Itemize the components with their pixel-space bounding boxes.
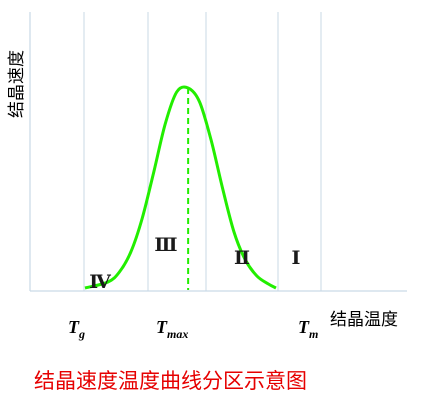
x-tick-label-3: Tm bbox=[298, 317, 318, 341]
region-label-4: Ⅰ bbox=[292, 247, 301, 269]
x-axis-label: 结晶温度 bbox=[330, 310, 398, 330]
y-axis-label: 结晶速度 bbox=[7, 50, 27, 118]
region-label-3: Ⅱ bbox=[234, 247, 250, 269]
region-labels: Ⅳ Ⅲ Ⅱ Ⅰ bbox=[89, 234, 300, 293]
chart-title: 结晶速度温度曲线分区示意图 bbox=[34, 369, 307, 393]
region-label-2: Ⅲ bbox=[154, 234, 177, 256]
x-tick-label-1: Tg bbox=[68, 317, 85, 341]
region-label-1: Ⅳ bbox=[89, 271, 111, 293]
x-tick-labels: Tg Tmax Tm bbox=[68, 317, 318, 341]
x-tick-label-2: Tmax bbox=[156, 317, 188, 341]
gridlines bbox=[83, 12, 322, 291]
